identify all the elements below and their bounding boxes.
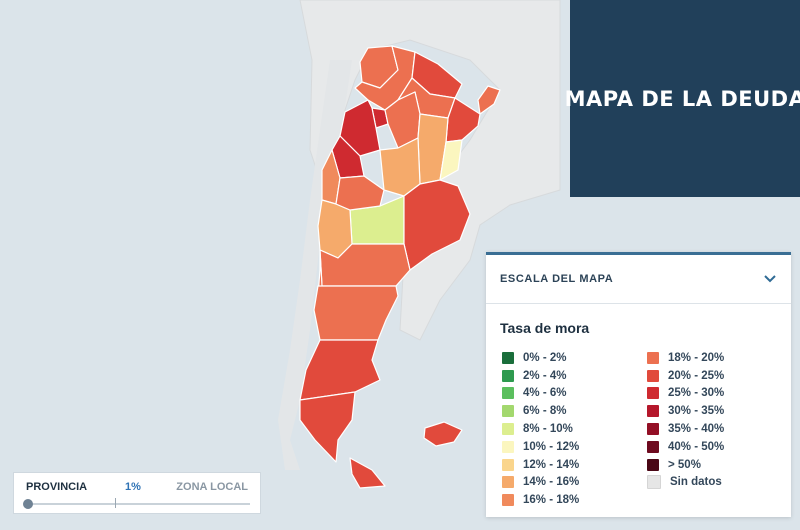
legend-label: 0% - 2% <box>523 351 567 364</box>
legend-label: 18% - 20% <box>668 351 725 364</box>
legend-item: 30% - 35% <box>647 402 724 420</box>
legend-swatch <box>502 494 514 507</box>
legend-item: 18% - 20% <box>647 349 724 367</box>
malvinas-islands[interactable] <box>423 421 463 447</box>
legend-swatch <box>647 405 659 418</box>
legend-swatch <box>502 476 514 489</box>
province-rio-negro[interactable] <box>313 285 399 341</box>
province-cordoba-west[interactable] <box>335 175 385 211</box>
legend-label: 10% - 12% <box>523 440 580 453</box>
legend-item: 16% - 18% <box>502 491 579 509</box>
legend-swatch <box>647 423 659 436</box>
map-legend: ESCALA DEL MAPA Tasa de mora 0% - 2% 2% -… <box>486 252 791 517</box>
legend-swatch <box>502 405 514 418</box>
legend-label: 20% - 25% <box>668 369 725 382</box>
legend-item: > 50% <box>647 456 724 474</box>
province-chubut[interactable] <box>299 339 381 401</box>
legend-swatch <box>502 458 514 471</box>
legend-item: 8% - 10% <box>502 420 579 438</box>
legend-label: 4% - 6% <box>523 387 567 400</box>
legend-swatch <box>502 423 514 436</box>
legend-item: 10% - 12% <box>502 438 579 456</box>
province-tierra-del-fuego[interactable] <box>349 457 386 489</box>
legend-item: 2% - 4% <box>502 367 579 385</box>
legend-label: 30% - 35% <box>668 405 725 418</box>
slider-left-label: PROVINCIA <box>26 481 88 493</box>
slider-value: 1% <box>125 481 141 493</box>
legend-item: 40% - 50% <box>647 438 724 456</box>
slider-right-label: ZONA LOCAL <box>176 481 248 493</box>
legend-label: 40% - 50% <box>668 440 725 453</box>
province-santa-cruz[interactable] <box>299 391 356 463</box>
slider-thumb[interactable] <box>23 499 33 509</box>
legend-swatch <box>647 440 659 453</box>
legend-column-left: 0% - 2% 2% - 4% 4% - 6% 6% - 8% 8% - 10% 10% … <box>502 349 579 509</box>
legend-label: 14% - 16% <box>523 476 580 489</box>
legend-label: Sin datos <box>670 476 722 489</box>
page-title: MAPA DE LA DEUDA <box>564 86 800 111</box>
legend-swatch <box>502 369 514 382</box>
legend-header[interactable]: ESCALA DEL MAPA <box>486 255 791 304</box>
legend-swatch <box>647 387 659 400</box>
title-banner: MAPA DE LA DEUDA <box>565 0 800 197</box>
legend-header-label: ESCALA DEL MAPA <box>500 273 614 285</box>
legend-label: 25% - 30% <box>668 387 725 400</box>
legend-swatch <box>647 458 659 471</box>
legend-swatch <box>647 351 659 364</box>
province-misiones[interactable] <box>477 85 501 115</box>
legend-item: 20% - 25% <box>647 367 724 385</box>
legend-label: 35% - 40% <box>668 423 725 436</box>
legend-item: 35% - 40% <box>647 420 724 438</box>
legend-item: 14% - 16% <box>502 474 579 492</box>
legend-swatch <box>502 351 514 364</box>
province-cordoba[interactable] <box>379 137 421 197</box>
legend-swatch <box>647 475 661 490</box>
provinces <box>299 45 501 489</box>
legend-item: 4% - 6% <box>502 385 579 403</box>
legend-swatch <box>502 387 514 400</box>
level-slider[interactable]: PROVINCIA 1% ZONA LOCAL <box>13 472 261 514</box>
chevron-down-icon[interactable] <box>763 272 777 286</box>
slider-tick <box>115 498 116 508</box>
legend-swatch <box>647 369 659 382</box>
legend-label: 12% - 14% <box>523 458 580 471</box>
legend-item: Sin datos <box>647 474 724 492</box>
legend-swatch <box>502 440 514 453</box>
legend-label: > 50% <box>668 458 701 471</box>
legend-subtitle: Tasa de mora <box>500 320 590 336</box>
legend-item: 6% - 8% <box>502 402 579 420</box>
legend-label: 2% - 4% <box>523 369 567 382</box>
legend-column-right: 18% - 20% 20% - 25% 25% - 30% 30% - 35% 35% … <box>647 349 724 491</box>
legend-label: 8% - 10% <box>523 423 573 436</box>
slider-track[interactable] <box>28 503 250 505</box>
legend-label: 16% - 18% <box>523 494 580 507</box>
legend-item: 0% - 2% <box>502 349 579 367</box>
legend-label: 6% - 8% <box>523 405 567 418</box>
legend-item: 25% - 30% <box>647 385 724 403</box>
province-entre-rios[interactable] <box>439 139 463 181</box>
legend-item: 12% - 14% <box>502 456 579 474</box>
